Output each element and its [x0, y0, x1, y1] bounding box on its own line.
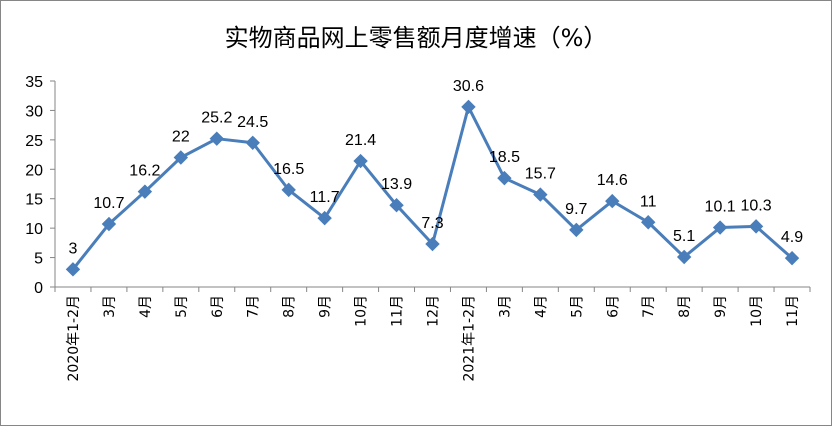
x-tick-label: 3月	[102, 295, 118, 318]
data-point	[605, 193, 620, 209]
x-tick-label: 2020年1-2月	[66, 295, 82, 382]
x-tick-label: 8月	[677, 295, 693, 318]
x-tick-label: 12月	[426, 295, 442, 327]
x-tick-label: 9月	[318, 295, 334, 318]
data-point	[641, 215, 656, 230]
data-label: 7.3	[421, 215, 443, 232]
data-label: 15.7	[525, 166, 556, 183]
x-tick-label: 10月	[354, 295, 370, 327]
data-label: 3	[69, 240, 78, 257]
data-point	[533, 187, 548, 202]
y-axis-ticks: 0 5 10 15 20 25 30 35	[25, 74, 55, 297]
y-tick-label: 15	[25, 192, 43, 209]
y-tick-label: 10	[25, 221, 43, 238]
axes	[54, 81, 810, 288]
data-point	[461, 99, 476, 115]
x-tick-label: 8月	[282, 295, 298, 318]
y-tick-label: 0	[34, 280, 43, 297]
data-point	[245, 135, 260, 151]
x-tick-label: 10月	[749, 295, 765, 327]
data-label: 16.2	[129, 163, 160, 180]
data-label: 11.7	[310, 189, 340, 206]
x-tick-label: 7月	[246, 295, 262, 318]
data-label: 4.9	[781, 229, 803, 246]
data-label: 10.7	[93, 195, 124, 212]
data-point	[137, 184, 153, 199]
data-labels: 3 10.7 16.2 22 25.2 24.5 16.5 11.7 21.4 13.9 7.3 30…	[69, 78, 804, 257]
data-label: 21.4	[345, 132, 376, 149]
data-point	[497, 170, 512, 186]
x-tick-label: 5月	[174, 295, 190, 318]
x-tick-label: 6月	[210, 295, 226, 318]
data-label: 22	[172, 129, 190, 146]
data-point	[65, 262, 81, 277]
data-point	[748, 219, 764, 234]
data-point	[209, 131, 224, 146]
x-tick-label: 5月	[569, 295, 585, 318]
data-point	[676, 249, 692, 265]
data-point	[389, 197, 404, 213]
data-label: 16.5	[273, 161, 304, 178]
data-point	[317, 210, 332, 226]
series-markers	[65, 99, 800, 277]
x-tick-label: 2021年1-2月	[461, 295, 477, 382]
data-label: 24.5	[237, 114, 268, 131]
x-axis-ticks: 2020年1-2月 3月 4月 5月 6月 7月 8月 9月 10月 11月 12月 2021年1-2…	[54, 287, 811, 382]
data-point	[101, 216, 117, 232]
data-label: 10.3	[741, 197, 772, 214]
x-tick-label: 9月	[713, 295, 729, 318]
x-tick-label: 11月	[785, 295, 801, 327]
data-label: 10.1	[705, 199, 736, 216]
y-tick-label: 35	[25, 74, 43, 91]
data-label: 13.9	[381, 176, 412, 193]
data-label: 11	[640, 193, 657, 210]
data-point	[784, 250, 800, 266]
y-tick-label: 20	[25, 162, 43, 179]
data-label: 30.6	[453, 78, 484, 95]
data-label: 5.1	[673, 228, 695, 245]
data-point	[353, 153, 368, 169]
data-point	[569, 222, 584, 238]
data-point	[173, 150, 189, 165]
y-tick-label: 25	[25, 133, 43, 150]
y-tick-label: 5	[34, 251, 43, 268]
y-tick-label: 30	[25, 103, 43, 120]
x-tick-label: 11月	[390, 295, 406, 327]
data-label: 9.7	[565, 201, 587, 218]
chart-title: 实物商品网上零售额月度增速（%）	[225, 24, 608, 52]
x-tick-label: 7月	[641, 295, 657, 318]
data-point	[712, 220, 728, 235]
x-tick-label: 4月	[533, 295, 549, 318]
data-label: 14.6	[597, 172, 628, 189]
data-label: 18.5	[489, 149, 520, 166]
data-point	[281, 182, 296, 198]
x-tick-label: 3月	[497, 295, 513, 318]
data-point	[425, 236, 440, 252]
data-label: 25.2	[201, 110, 232, 127]
x-tick-label: 4月	[138, 295, 154, 318]
x-tick-label: 6月	[605, 295, 621, 318]
